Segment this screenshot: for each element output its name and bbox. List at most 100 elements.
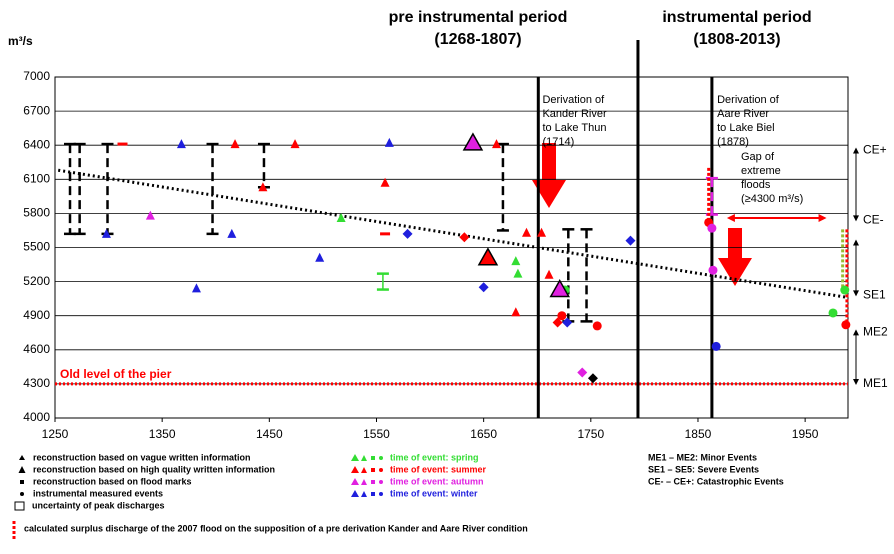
annotation: to Lake Biel — [717, 122, 774, 134]
legend-symbol — [351, 490, 359, 497]
x-tick-label: 1250 — [42, 427, 69, 441]
data-point — [625, 235, 636, 246]
gap-arrowhead — [726, 213, 735, 222]
x-tick-label: 1950 — [792, 427, 819, 441]
data-point — [478, 282, 489, 293]
legend-text: reconstruction based on flood marks — [33, 476, 192, 486]
y-tick-label: 5500 — [23, 240, 50, 254]
data-point — [459, 232, 470, 243]
data-point — [592, 321, 602, 331]
y-tick-label: 7000 — [23, 69, 50, 83]
y-tick-label: 4900 — [23, 308, 50, 322]
data-point — [336, 212, 346, 222]
data-point — [380, 177, 390, 187]
data-point — [511, 307, 521, 317]
legend-symbol — [351, 454, 359, 461]
data-point — [402, 228, 413, 239]
data-point — [145, 210, 155, 220]
annotation: Derivation of — [542, 94, 605, 106]
data-point — [708, 265, 718, 275]
data-point — [230, 139, 240, 149]
data-point — [711, 341, 721, 351]
annotation: (1714) — [542, 136, 574, 148]
annotation: Derivation of — [717, 94, 780, 106]
y-tick-label: 5200 — [23, 274, 50, 288]
data-point — [384, 137, 394, 147]
gap-text: floods — [741, 179, 771, 191]
band-label: ME1 — [863, 376, 888, 390]
data-point — [117, 142, 128, 146]
legend-symbol — [379, 480, 383, 484]
data-point — [462, 132, 484, 151]
data-point — [587, 373, 598, 384]
data-point — [258, 182, 268, 192]
legend-symbol — [351, 478, 359, 485]
y-tick-label: 4000 — [23, 410, 50, 424]
period-title: pre instrumental period — [389, 9, 568, 26]
legend-text: CE- – CE+: Catastrophic Events — [648, 476, 784, 486]
legend-symbol — [371, 480, 375, 484]
legend-text: reconstruction based on high quality wri… — [33, 464, 275, 474]
legend-symbol — [20, 492, 24, 496]
band-label: CE+ — [863, 143, 887, 157]
y-axis-unit: m³/s — [8, 34, 33, 48]
y-tick-label: 4300 — [23, 376, 50, 390]
band-arrowhead — [853, 329, 859, 336]
data-point — [522, 227, 532, 237]
period-title: instrumental period — [662, 9, 811, 26]
legend-text: time of event: summer — [390, 464, 487, 474]
legend-text: ME1 – ME2: Minor Events — [648, 452, 757, 462]
data-point — [101, 228, 111, 238]
legend-text: instrumental measured events — [33, 488, 163, 498]
legend-symbol — [361, 455, 367, 461]
legend-symbol — [361, 467, 367, 473]
legend-symbol — [379, 456, 383, 460]
x-tick-label: 1650 — [470, 427, 497, 441]
gap-text: extreme — [741, 165, 781, 177]
annotation: (1878) — [717, 136, 749, 148]
data-point — [191, 283, 201, 293]
annotation: Aare River — [717, 108, 769, 120]
band-arrowhead — [853, 379, 859, 386]
legend-text: time of event: winter — [390, 488, 478, 498]
legend-symbol — [361, 491, 367, 497]
legend-symbol — [19, 455, 25, 460]
band-label: ME2 — [863, 325, 888, 339]
band-label: CE- — [863, 213, 884, 227]
data-point — [840, 285, 850, 295]
data-point — [552, 317, 563, 328]
data-point — [549, 279, 571, 298]
annotation: to Lake Thun — [542, 122, 606, 134]
legend-symbol — [379, 492, 383, 496]
data-point — [511, 256, 521, 266]
surplus-arrow — [532, 143, 566, 208]
data-point — [841, 320, 851, 330]
band-arrowhead — [853, 147, 859, 154]
annotation: Kander River — [542, 108, 607, 120]
data-point — [537, 227, 547, 237]
legend-text: uncertainty of peak discharges — [32, 500, 165, 510]
data-point — [562, 317, 573, 328]
legend-text: SE1 – SE5: Severe Events — [648, 464, 759, 474]
y-tick-label: 5800 — [23, 206, 50, 220]
legend-text: calculated surplus discharge of the 2007… — [24, 523, 528, 533]
legend-symbol — [371, 456, 375, 460]
legend-symbol — [371, 468, 375, 472]
legend-text: time of event: spring — [390, 452, 479, 462]
legend-symbol — [379, 468, 383, 472]
gap-arrowhead — [818, 213, 827, 222]
gap-text: (≥4300 m³/s) — [741, 193, 803, 205]
data-point — [315, 252, 325, 262]
legend-symbol — [371, 492, 375, 496]
data-point — [557, 311, 567, 321]
data-point — [544, 269, 554, 279]
trend-line — [57, 168, 849, 299]
data-point — [828, 308, 838, 318]
band-arrowhead — [853, 239, 859, 246]
period-range: (1268-1807) — [434, 31, 521, 48]
legend-symbol — [18, 466, 26, 473]
data-point — [513, 268, 523, 278]
band-arrowhead — [853, 290, 859, 297]
x-tick-label: 1850 — [685, 427, 712, 441]
